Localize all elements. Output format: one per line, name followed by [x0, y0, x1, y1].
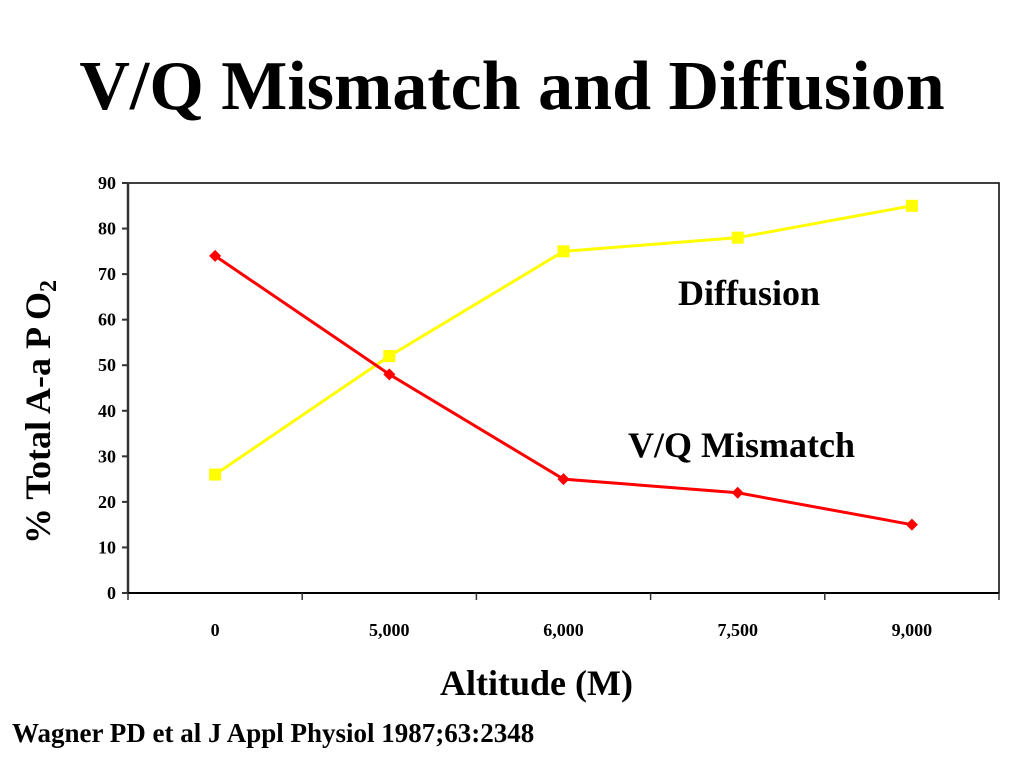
data-point-diffusion: [905, 199, 918, 212]
y-tick-label: 40: [98, 401, 116, 421]
x-axis-ticks: 0 5,000 6,000 7,500 9,000: [127, 593, 1000, 640]
slide-title: V/Q Mismatch and Diffusion: [79, 48, 945, 125]
y-tick-label: 80: [98, 219, 116, 239]
citation: Wagner PD et al J Appl Physiol 1987;63:2…: [12, 718, 535, 748]
y-tick-label: 90: [98, 173, 116, 193]
data-point-v-q-mismatch: [731, 486, 744, 499]
x-tick-label: 7,500: [717, 620, 758, 640]
y-tick-label: 30: [98, 446, 116, 466]
data-point-diffusion: [383, 350, 396, 363]
y-tick-label: 50: [98, 355, 116, 375]
x-tick-label: 5,000: [369, 620, 410, 640]
plot-area: [127, 182, 1000, 594]
series-label-diffusion: Diffusion: [678, 273, 820, 313]
x-tick-label: 6,000: [543, 620, 584, 640]
y-tick-label: 0: [107, 583, 116, 603]
y-tick-label: 60: [98, 310, 116, 330]
y-tick-label: 20: [98, 492, 116, 512]
data-point-v-q-mismatch: [209, 249, 222, 262]
data-point-v-q-mismatch: [383, 368, 396, 381]
y-axis-ticks: 0 10 20 30 40 50 60 70 80 90: [98, 173, 128, 603]
data-point-v-q-mismatch: [557, 473, 570, 486]
data-point-v-q-mismatch: [905, 518, 918, 531]
x-axis-label: Altitude (M): [440, 663, 633, 703]
series-label-vq-mismatch: V/Q Mismatch: [628, 425, 855, 465]
data-point-diffusion: [209, 468, 222, 481]
y-tick-label: 70: [98, 264, 116, 284]
data-point-diffusion: [731, 231, 744, 244]
series-group: [209, 199, 918, 531]
x-tick-label: 9,000: [892, 620, 933, 640]
y-tick-label: 10: [98, 537, 116, 557]
data-point-diffusion: [557, 245, 570, 258]
x-tick-label: 0: [211, 620, 220, 640]
